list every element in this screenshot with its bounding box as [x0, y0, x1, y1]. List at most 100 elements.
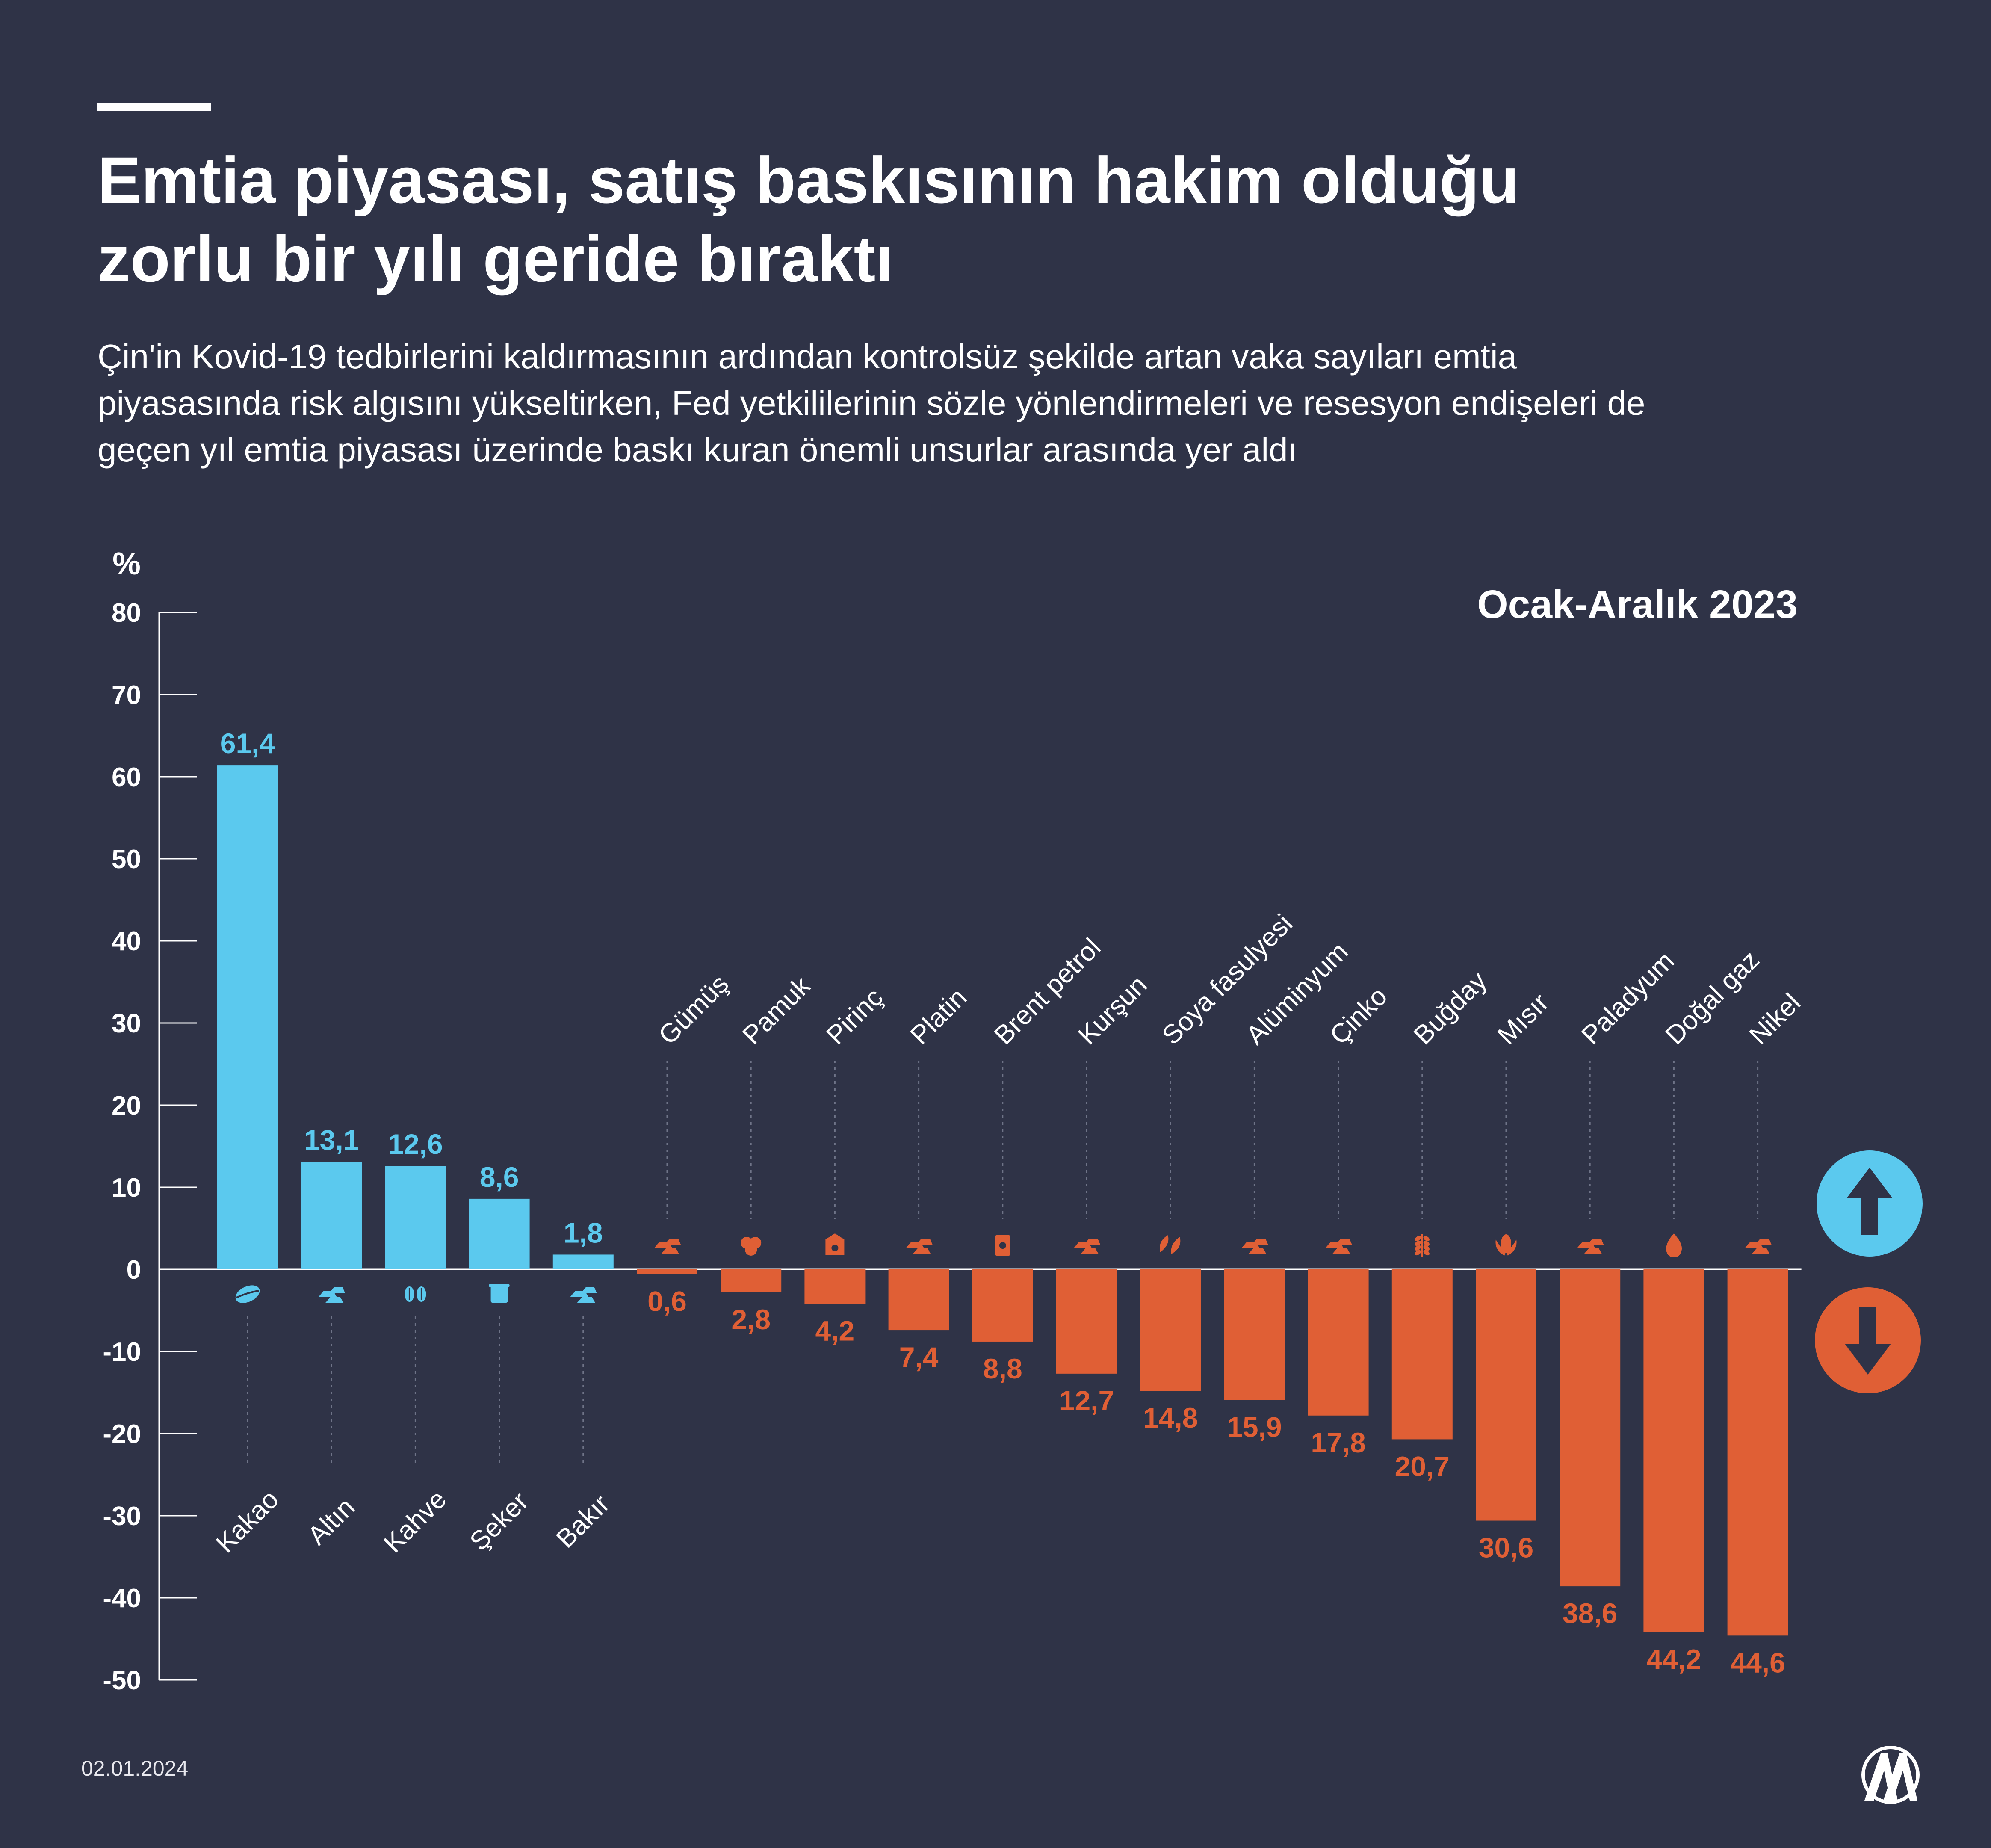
down-arrow-icon — [1815, 1287, 1921, 1393]
bar — [1476, 1269, 1536, 1521]
page-title: Emtia piyasası, satış baskısının hakim o… — [97, 141, 1894, 298]
category-label: Platin — [905, 982, 972, 1050]
y-tick-label: 40 — [112, 927, 141, 956]
value-label: 0,6 — [647, 1286, 687, 1317]
value-label: 12,6 — [388, 1128, 443, 1160]
category-label: Altın — [302, 1492, 360, 1551]
metal-bars-icon — [1325, 1239, 1352, 1254]
value-label: 1,8 — [564, 1217, 603, 1248]
metal-bars-icon — [319, 1287, 346, 1303]
top-rule — [97, 103, 211, 111]
y-tick-label: 50 — [112, 845, 141, 874]
bar — [972, 1269, 1033, 1342]
subtitle: Çin'in Kovid-19 tedbirlerini kaldırmasın… — [97, 334, 1936, 473]
y-tick-label: -50 — [103, 1666, 141, 1695]
value-label: 7,4 — [899, 1341, 939, 1373]
bar — [637, 1269, 697, 1274]
metal-bars-icon — [654, 1239, 681, 1254]
value-label: 38,6 — [1563, 1597, 1617, 1629]
metal-bars-icon — [570, 1287, 597, 1303]
title-line-1: Emtia piyasası, satış baskısının hakim o… — [97, 144, 1519, 217]
bar — [888, 1269, 949, 1331]
y-tick-label: -30 — [103, 1502, 141, 1531]
category-label: Kakao — [210, 1484, 284, 1558]
value-label: 30,6 — [1479, 1532, 1533, 1564]
category-label: Mısır — [1492, 988, 1554, 1050]
value-label: 20,7 — [1395, 1450, 1450, 1482]
bar — [301, 1162, 362, 1269]
value-label: 17,8 — [1311, 1427, 1365, 1458]
category-label: Bakır — [551, 1489, 615, 1554]
metal-bars-icon — [1074, 1239, 1100, 1254]
bar — [1056, 1269, 1117, 1374]
date-label: 02.01.2024 — [81, 1756, 189, 1780]
bar — [552, 1254, 614, 1269]
rice-sack-icon — [825, 1233, 845, 1255]
category-label: Şeker — [464, 1487, 534, 1556]
category-label: Buğday — [1408, 966, 1492, 1050]
value-label: 12,7 — [1059, 1385, 1114, 1416]
value-label: 15,9 — [1227, 1411, 1282, 1443]
bar — [1140, 1269, 1201, 1391]
metal-bars-icon — [1577, 1239, 1604, 1254]
y-tick-label: -10 — [103, 1337, 141, 1367]
metal-bars-icon — [906, 1239, 933, 1254]
bar — [217, 765, 278, 1269]
soybean-icon — [1160, 1235, 1181, 1254]
bar — [385, 1166, 446, 1269]
y-axis-label: % — [112, 546, 141, 581]
y-tick-label: 70 — [112, 680, 141, 710]
corn-icon — [1495, 1234, 1517, 1256]
bar — [1560, 1269, 1621, 1587]
subtitle-line-2: piyasasında risk algısını yükseltirken, … — [97, 384, 1645, 422]
category-label: Pirinç — [821, 982, 889, 1050]
bar — [1643, 1269, 1704, 1632]
bar — [469, 1198, 530, 1269]
category-label: Kurşun — [1072, 970, 1153, 1050]
metal-bars-icon — [1745, 1239, 1772, 1254]
y-tick-label: 0 — [127, 1255, 141, 1285]
category-label: Pamuk — [737, 971, 816, 1050]
category-label: Nikel — [1744, 988, 1806, 1050]
bar — [721, 1269, 782, 1292]
category-label: Çinko — [1324, 982, 1393, 1050]
period-label: Ocak-Aralık 2023 — [1477, 582, 1798, 627]
y-tick-label: 80 — [112, 598, 141, 628]
value-label: 44,6 — [1730, 1647, 1785, 1678]
y-tick-label: 10 — [112, 1173, 141, 1203]
bar — [1224, 1269, 1285, 1400]
y-tick-label: 20 — [112, 1091, 141, 1121]
metal-bars-icon — [1241, 1239, 1268, 1254]
y-tick-label: -20 — [103, 1419, 141, 1449]
value-label: 8,8 — [983, 1353, 1022, 1384]
value-label: 14,8 — [1143, 1402, 1198, 1434]
value-label: 13,1 — [304, 1124, 359, 1156]
oil-barrel-icon — [995, 1235, 1010, 1256]
title-line-2: zorlu bir yılı geride bıraktı — [97, 222, 894, 296]
bar — [1391, 1269, 1453, 1440]
aa-logo-icon — [1861, 1746, 1920, 1804]
value-label: 44,2 — [1646, 1644, 1701, 1675]
y-tick-label: 60 — [112, 763, 141, 792]
subtitle-line-1: Çin'in Kovid-19 tedbirlerini kaldırmasın… — [97, 337, 1517, 376]
bar — [804, 1269, 866, 1304]
wheat-icon — [1415, 1234, 1430, 1257]
subtitle-line-3: geçen yıl emtia piyasası üzerinde baskı … — [97, 430, 1297, 469]
bar — [1308, 1269, 1369, 1416]
y-tick-label: -40 — [103, 1584, 141, 1613]
cotton-icon — [741, 1237, 762, 1256]
value-label: 61,4 — [220, 727, 275, 759]
sugar-icon — [489, 1284, 510, 1303]
up-arrow-icon — [1817, 1150, 1923, 1257]
cocoa-icon — [235, 1285, 260, 1303]
y-tick-label: 30 — [112, 1009, 141, 1038]
coffee-beans-icon — [405, 1286, 426, 1302]
category-label: Gümüş — [653, 969, 734, 1050]
flame-icon — [1666, 1233, 1682, 1257]
bar — [1727, 1269, 1788, 1636]
value-label: 4,2 — [815, 1315, 855, 1347]
value-label: 2,8 — [731, 1304, 771, 1335]
value-label: 8,6 — [480, 1161, 519, 1193]
category-label: Kahve — [378, 1484, 452, 1558]
